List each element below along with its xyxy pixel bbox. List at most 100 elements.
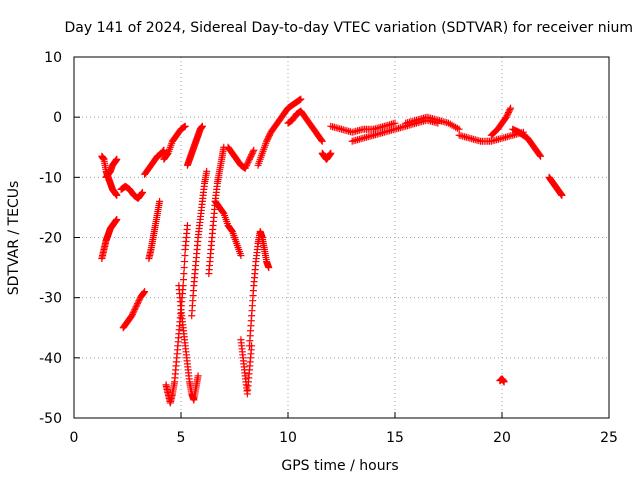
series-arc-d bbox=[117, 182, 146, 202]
data-point bbox=[504, 109, 512, 117]
data-point bbox=[265, 133, 273, 141]
data-point bbox=[391, 119, 399, 127]
series-arc-n bbox=[211, 197, 245, 260]
data-point bbox=[243, 161, 251, 169]
data-point bbox=[318, 136, 326, 144]
data-point bbox=[503, 112, 511, 120]
data-point bbox=[138, 189, 146, 197]
series-arc-j bbox=[175, 282, 202, 404]
data-point bbox=[163, 150, 171, 158]
data-point bbox=[247, 152, 255, 160]
data-point bbox=[128, 310, 136, 318]
y-tick-label: -20 bbox=[39, 231, 62, 247]
data-point bbox=[248, 149, 256, 157]
x-tick-label: 20 bbox=[493, 430, 511, 446]
chart-title: Day 141 of 2024, Sidereal Day-to-day VTE… bbox=[65, 20, 634, 36]
series-arc-s bbox=[284, 107, 326, 145]
data-point bbox=[180, 264, 188, 272]
series-arc-f bbox=[141, 146, 168, 178]
data-point bbox=[506, 106, 514, 114]
data-point bbox=[297, 95, 305, 103]
data-point bbox=[327, 149, 335, 157]
series-arc-t bbox=[318, 149, 335, 163]
data-point bbox=[138, 188, 146, 196]
x-tick-label: 5 bbox=[177, 430, 186, 446]
data-point bbox=[536, 151, 544, 159]
data-point bbox=[181, 252, 189, 260]
series-arc-b bbox=[98, 215, 121, 263]
data-point bbox=[228, 226, 236, 234]
data-point bbox=[505, 107, 513, 115]
data-point bbox=[113, 215, 121, 223]
series-arc-p bbox=[245, 227, 273, 350]
data-point bbox=[264, 134, 272, 142]
data-point bbox=[181, 258, 189, 266]
data-point bbox=[133, 301, 141, 309]
data-point bbox=[502, 113, 510, 121]
data-point bbox=[156, 197, 164, 205]
data-point bbox=[237, 252, 245, 260]
y-tick-label: -40 bbox=[39, 351, 62, 367]
data-point bbox=[113, 191, 121, 199]
data-point bbox=[265, 131, 273, 139]
series-arc-g bbox=[145, 197, 164, 263]
x-axis: 0 5 10 15 20 25 bbox=[70, 412, 618, 446]
series-arc-h bbox=[160, 122, 189, 163]
series-arc-aa bbox=[545, 173, 566, 199]
y-tick-label: 10 bbox=[44, 50, 62, 66]
data-point bbox=[219, 208, 227, 216]
data-point bbox=[179, 276, 187, 284]
y-tick-label: -10 bbox=[39, 170, 62, 186]
data-point bbox=[558, 191, 566, 199]
data-point bbox=[244, 158, 252, 166]
data-point bbox=[265, 264, 273, 272]
data-point bbox=[198, 122, 206, 130]
series-arc-c bbox=[102, 155, 121, 181]
series-arc-k bbox=[183, 122, 206, 169]
data-point bbox=[181, 122, 189, 130]
data-point bbox=[318, 137, 326, 145]
data-point bbox=[132, 303, 140, 311]
series-arc-u bbox=[327, 119, 399, 136]
y-tick-label: -50 bbox=[39, 411, 62, 427]
data-point bbox=[133, 300, 141, 308]
data-point bbox=[263, 136, 271, 144]
series-arc-r bbox=[254, 95, 305, 169]
series-arc-bb bbox=[496, 375, 508, 386]
data-point bbox=[180, 270, 188, 278]
data-points bbox=[98, 95, 566, 407]
data-point bbox=[203, 167, 211, 175]
y-tick-label: -30 bbox=[39, 291, 62, 307]
data-point bbox=[141, 288, 149, 296]
x-tick-label: 10 bbox=[279, 430, 297, 446]
data-point bbox=[504, 110, 512, 118]
data-point bbox=[135, 297, 143, 305]
series-arc-o bbox=[237, 336, 256, 398]
data-point bbox=[249, 148, 257, 156]
x-tick-label: 15 bbox=[386, 430, 404, 446]
y-tick-label: 0 bbox=[53, 110, 62, 126]
data-point bbox=[129, 309, 137, 317]
x-tick-label: 0 bbox=[70, 430, 79, 446]
data-point bbox=[242, 163, 250, 171]
data-point bbox=[250, 146, 258, 154]
data-point bbox=[500, 378, 508, 386]
data-point bbox=[246, 154, 254, 162]
data-point bbox=[128, 312, 136, 320]
data-point bbox=[507, 104, 515, 112]
grid bbox=[74, 57, 609, 418]
x-tick-label: 25 bbox=[600, 430, 618, 446]
data-point bbox=[243, 160, 251, 168]
data-point bbox=[241, 164, 249, 172]
data-point bbox=[537, 152, 545, 160]
data-point bbox=[194, 372, 202, 380]
y-axis: -50 -40 -30 -20 -10 0 10 bbox=[39, 50, 80, 427]
data-point bbox=[140, 289, 148, 297]
data-point bbox=[130, 307, 138, 315]
series-arc-w bbox=[402, 113, 463, 133]
data-point bbox=[183, 221, 191, 229]
series-arc-e bbox=[119, 288, 149, 332]
data-point bbox=[248, 151, 256, 159]
data-point bbox=[245, 157, 253, 165]
